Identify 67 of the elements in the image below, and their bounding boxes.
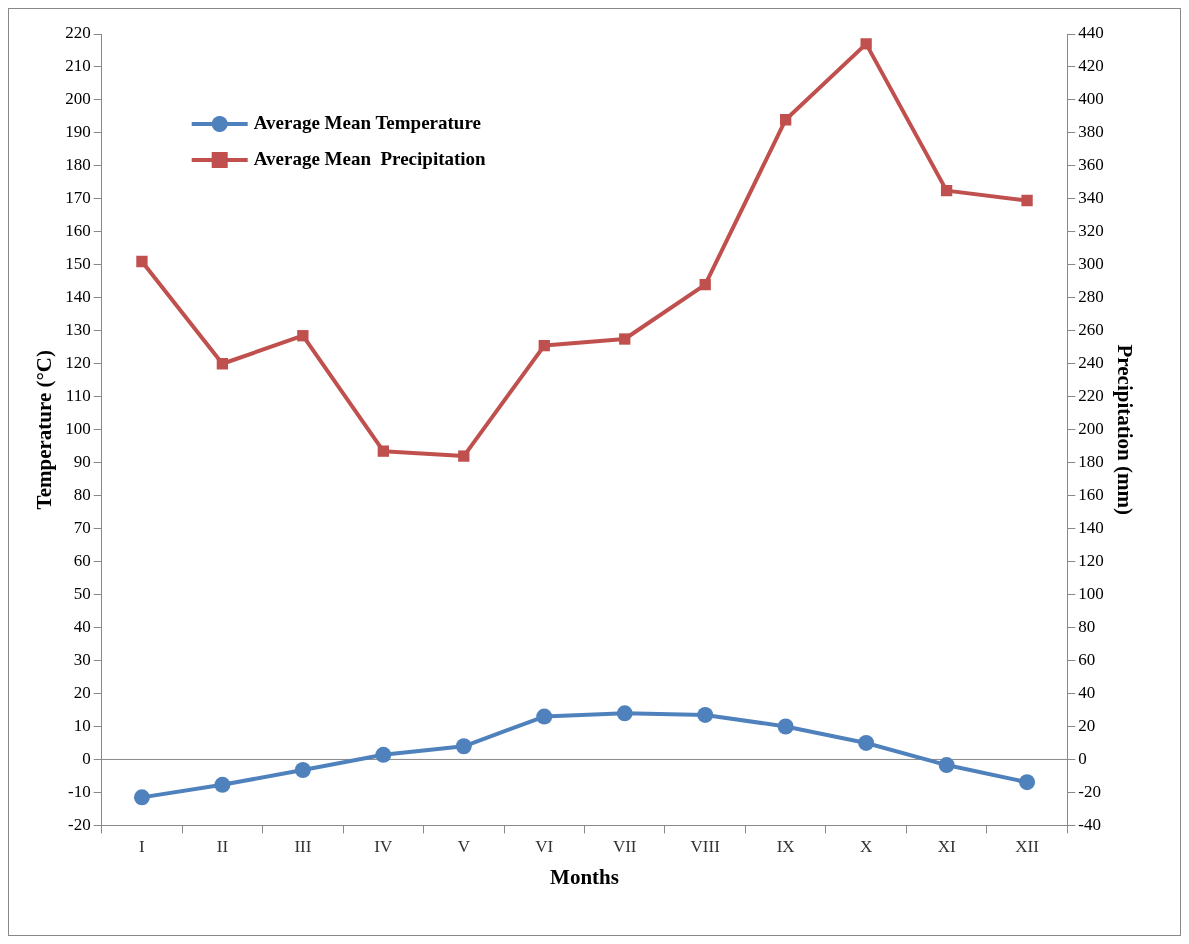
- y2-tick-label: 20: [1078, 715, 1096, 735]
- x-axis-title: Months: [550, 864, 619, 889]
- y-tick-label: 170: [65, 188, 91, 208]
- y-tick-label: 210: [65, 56, 91, 76]
- legend-label: Average Mean Temperature: [253, 111, 481, 133]
- x-tick-label: VII: [612, 837, 637, 857]
- y-tick-label: 180: [65, 155, 91, 175]
- y2-tick-label: 200: [1078, 419, 1104, 439]
- y-tick-label: 150: [65, 254, 91, 274]
- y2-tick-label: 60: [1078, 649, 1096, 669]
- y-tick-label: -20: [68, 814, 91, 834]
- x-tick-label: II: [216, 837, 229, 857]
- y-tick-label: 190: [65, 122, 91, 142]
- y2-tick-label: 100: [1078, 584, 1104, 604]
- y2-axis-title: Precipitation (mm): [1112, 344, 1137, 515]
- x-tick-label: VI: [535, 837, 554, 857]
- y-tick-label: 0: [82, 748, 91, 768]
- y2-tick-label: -40: [1078, 814, 1101, 834]
- y2-tick-label: 380: [1078, 122, 1104, 142]
- x-tick-label: VIII: [690, 837, 721, 857]
- y-tick-label: 160: [65, 221, 91, 241]
- y2-tick-label: 320: [1078, 221, 1104, 241]
- y2-tick-label: 140: [1078, 518, 1104, 538]
- y2-tick-label: 420: [1078, 56, 1104, 76]
- y2-tick-label: 260: [1078, 320, 1104, 340]
- y2-tick-label: 300: [1078, 254, 1104, 274]
- y-tick-label: 80: [73, 485, 91, 505]
- x-tick-label: IV: [374, 837, 394, 857]
- x-tick-label: IX: [776, 837, 795, 857]
- y2-tick-label: 240: [1078, 353, 1104, 373]
- y-tick-label: 10: [73, 715, 91, 735]
- x-tick-label: V: [457, 837, 471, 857]
- y-tick-label: 120: [65, 353, 91, 373]
- y2-tick-label: 0: [1078, 748, 1087, 768]
- y-tick-label: 200: [65, 89, 91, 109]
- y-tick-label: 20: [73, 682, 91, 702]
- y-tick-label: -10: [68, 781, 91, 801]
- y-tick-label: 220: [65, 23, 91, 43]
- y2-tick-label: 440: [1078, 23, 1104, 43]
- y-axis-title: Temperature (°C): [32, 349, 57, 510]
- y-tick-label: 60: [73, 551, 91, 571]
- y-tick-label: 130: [65, 320, 91, 340]
- y2-tick-label: 280: [1078, 287, 1104, 307]
- y-tick-label: 90: [73, 452, 91, 472]
- x-tick-label: I: [139, 837, 146, 857]
- y2-tick-label: 40: [1078, 682, 1096, 702]
- y2-tick-label: 160: [1078, 485, 1104, 505]
- y2-tick-label: 220: [1078, 386, 1104, 406]
- x-tick-label: XI: [937, 837, 956, 857]
- y2-tick-label: 120: [1078, 551, 1104, 571]
- y2-tick-label: 400: [1078, 89, 1104, 109]
- y-tick-label: 50: [73, 584, 91, 604]
- y2-tick-label: 360: [1078, 155, 1104, 175]
- y-tick-label: 100: [65, 419, 91, 439]
- y2-tick-label: 340: [1078, 188, 1104, 208]
- legend-label: Average Mean Precipitation: [253, 147, 487, 169]
- y-tick-label: 70: [73, 518, 91, 538]
- y2-tick-label: 180: [1078, 452, 1104, 472]
- y-tick-label: 30: [73, 649, 91, 669]
- y2-tick-label: 80: [1078, 617, 1096, 637]
- x-tick-label: XII: [1015, 837, 1040, 857]
- y-tick-label: 110: [65, 386, 91, 406]
- y2-tick-label: -20: [1078, 781, 1101, 801]
- y-tick-label: 40: [73, 617, 91, 637]
- x-tick-label: X: [859, 837, 873, 857]
- y-tick-label: 140: [65, 287, 91, 307]
- x-tick-label: III: [294, 837, 312, 857]
